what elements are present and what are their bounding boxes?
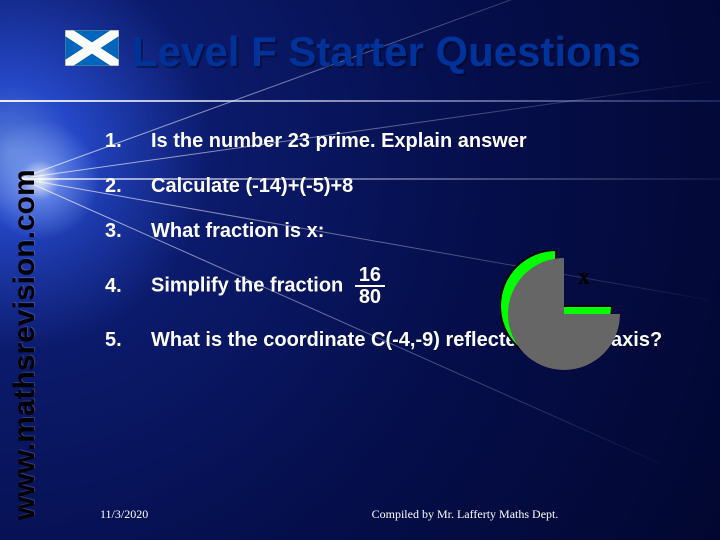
question-text: Simplify the fraction 16 80	[151, 265, 385, 307]
footer: 11/3/2020 Compiled by Mr. Lafferty Maths…	[100, 507, 690, 522]
footer-date: 11/3/2020	[100, 507, 240, 522]
question-row: 3. What fraction is x:	[105, 220, 695, 243]
question-number: 4.	[105, 275, 133, 298]
question-row: 1. Is the number 23 prime. Explain answe…	[105, 130, 695, 153]
pie-chart: x	[500, 250, 620, 370]
fraction-denominator: 80	[355, 287, 385, 307]
question-text: Calculate (-14)+(-5)+8	[151, 175, 353, 198]
flag-icon	[65, 30, 119, 66]
slide-title: Level F Starter Questions	[132, 28, 641, 76]
footer-credit: Compiled by Mr. Lafferty Maths Dept.	[240, 507, 690, 522]
pie-label-x: x	[578, 264, 590, 291]
sidebar-url: www.mathsrevision.com	[8, 169, 42, 520]
question-number: 1.	[105, 130, 133, 153]
question-text-lead: Simplify the fraction	[151, 274, 343, 296]
pie-shadow	[508, 258, 620, 370]
question-number: 5.	[105, 329, 133, 352]
question-row: 2. Calculate (-14)+(-5)+8	[105, 175, 695, 198]
question-number: 3.	[105, 220, 133, 243]
question-number: 2.	[105, 175, 133, 198]
title-underline	[0, 100, 720, 102]
fraction: 16 80	[355, 265, 385, 307]
question-text: What fraction is x:	[151, 220, 324, 243]
question-text: Is the number 23 prime. Explain answer	[151, 130, 527, 153]
fraction-numerator: 16	[355, 265, 385, 287]
